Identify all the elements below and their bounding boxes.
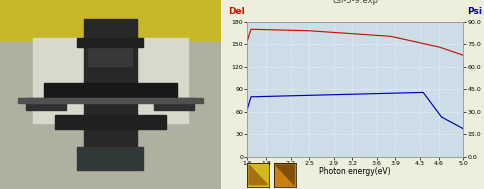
Bar — [44, 83, 176, 98]
Polygon shape — [275, 165, 293, 185]
Bar — [77, 147, 143, 170]
Text: Del: Del — [227, 7, 244, 16]
Bar — [33, 38, 187, 123]
Bar — [88, 38, 132, 66]
Text: csi-5-9.exp: csi-5-9.exp — [332, 0, 378, 5]
Polygon shape — [249, 165, 267, 185]
Text: Psi: Psi — [467, 7, 482, 16]
X-axis label: Photon energy(eV): Photon energy(eV) — [319, 167, 390, 176]
Bar — [17, 98, 203, 103]
Bar — [84, 19, 136, 161]
Bar — [0, 42, 220, 189]
Bar — [154, 98, 194, 110]
Bar — [27, 98, 66, 110]
Bar — [77, 38, 143, 47]
Bar — [0, 0, 220, 42]
Bar — [55, 115, 165, 129]
